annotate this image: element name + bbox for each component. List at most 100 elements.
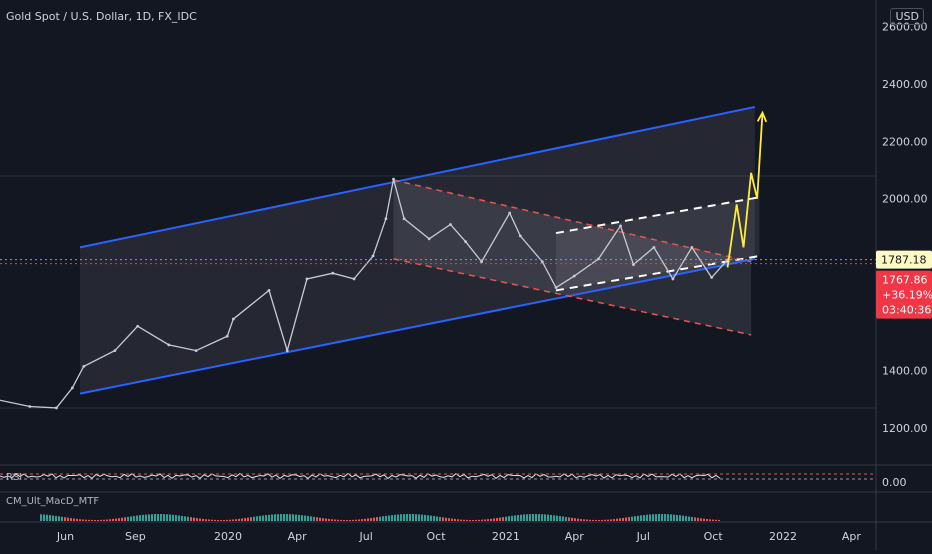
macd-bar bbox=[181, 515, 183, 521]
price-point bbox=[392, 177, 395, 181]
macd-bar bbox=[520, 514, 522, 521]
macd-bar bbox=[541, 514, 543, 521]
macd-bar bbox=[307, 515, 309, 521]
macd-bar bbox=[556, 515, 558, 521]
macd-bar bbox=[550, 514, 552, 521]
macd-bar bbox=[46, 514, 48, 521]
macd-bar bbox=[346, 519, 348, 521]
price-point bbox=[572, 274, 576, 278]
price-change-badge bbox=[876, 270, 932, 319]
time-axis-label: 2020 bbox=[214, 530, 242, 543]
macd-bar bbox=[382, 516, 384, 521]
macd-bar bbox=[433, 515, 435, 521]
macd-bar bbox=[574, 518, 576, 521]
ascending-channel-line[interactable] bbox=[79, 257, 756, 395]
macd-bar bbox=[331, 519, 333, 521]
macd-bar bbox=[649, 514, 651, 521]
macd-bar bbox=[202, 518, 204, 521]
macd-bar bbox=[544, 514, 546, 521]
flag-channel-fill bbox=[555, 197, 760, 291]
macd-bar bbox=[121, 517, 123, 521]
macd-bar bbox=[475, 519, 477, 521]
macd-bar bbox=[61, 516, 63, 521]
macd-bar bbox=[277, 514, 279, 521]
macd-bar bbox=[223, 519, 225, 521]
macd-bar bbox=[478, 519, 480, 521]
macd-bar bbox=[322, 518, 324, 521]
macd-bar bbox=[421, 514, 423, 521]
macd-bar bbox=[712, 519, 714, 521]
price-point bbox=[540, 260, 544, 264]
macd-bar bbox=[106, 519, 108, 521]
macd-bar bbox=[397, 514, 399, 521]
price-point bbox=[285, 349, 289, 352]
price-point bbox=[597, 257, 600, 261]
macd-bar bbox=[310, 516, 312, 521]
macd-bar bbox=[256, 516, 258, 521]
price-point bbox=[384, 217, 388, 221]
macd-bar bbox=[691, 516, 693, 521]
macd-bar bbox=[103, 519, 105, 521]
time-axis-label: Jul bbox=[636, 530, 650, 543]
ascending-channel-line[interactable] bbox=[79, 105, 756, 249]
macd-bar bbox=[232, 519, 234, 521]
macd-bar bbox=[685, 516, 687, 521]
macd-bar bbox=[628, 517, 630, 521]
descending-channel-line[interactable] bbox=[393, 258, 752, 336]
macd-bar bbox=[247, 517, 249, 521]
descending-channel-fill bbox=[393, 180, 752, 335]
macd-bar bbox=[271, 514, 273, 521]
macd-bar bbox=[190, 517, 192, 521]
macd-bar bbox=[610, 519, 612, 521]
macd-bar bbox=[262, 515, 264, 521]
macd-bar bbox=[388, 515, 390, 521]
macd-bar bbox=[505, 516, 507, 521]
price-tick-label: 2200.00 bbox=[882, 135, 928, 148]
macd-bar bbox=[358, 519, 360, 521]
macd-bar bbox=[244, 518, 246, 521]
macd-bar bbox=[523, 514, 525, 521]
macd-bar bbox=[235, 519, 237, 521]
macd-bar bbox=[457, 519, 459, 521]
macd-bar bbox=[43, 514, 45, 521]
macd-bar bbox=[454, 518, 456, 521]
macd-bar bbox=[118, 518, 120, 521]
price-point bbox=[632, 263, 635, 266]
currency-selector[interactable]: USD bbox=[890, 8, 924, 25]
macd-bar bbox=[598, 519, 600, 521]
macd-bar bbox=[226, 519, 228, 521]
macd-bar bbox=[325, 518, 327, 521]
price-point bbox=[267, 289, 271, 292]
macd-bar bbox=[250, 517, 252, 521]
macd-bar bbox=[679, 515, 681, 521]
macd-bar bbox=[400, 514, 402, 521]
macd-bar bbox=[499, 517, 501, 521]
time-axis-label: Oct bbox=[427, 530, 447, 543]
macd-bar bbox=[52, 515, 54, 521]
macd-bar bbox=[241, 518, 243, 521]
macd-bar bbox=[211, 519, 213, 521]
projection-path[interactable] bbox=[726, 112, 764, 268]
macd-bar bbox=[217, 519, 219, 521]
macd-bar bbox=[109, 519, 111, 521]
price-point bbox=[554, 286, 558, 289]
macd-bar bbox=[472, 519, 474, 521]
rsi-label: RSI bbox=[6, 472, 23, 483]
macd-bar bbox=[715, 519, 717, 521]
macd-bar bbox=[502, 517, 504, 521]
macd-bar bbox=[469, 519, 471, 521]
macd-bar bbox=[418, 514, 420, 521]
flag-channel-line[interactable] bbox=[555, 196, 760, 235]
macd-bar bbox=[562, 516, 564, 521]
macd-bar bbox=[667, 514, 669, 521]
macd-bar bbox=[535, 514, 537, 521]
macd-bar bbox=[304, 515, 306, 521]
macd-bar bbox=[394, 514, 396, 521]
macd-bar bbox=[292, 514, 294, 521]
macd-bar bbox=[85, 519, 87, 521]
macd-bar bbox=[697, 517, 699, 521]
macd-bar bbox=[589, 519, 591, 521]
macd-bar bbox=[154, 514, 156, 521]
